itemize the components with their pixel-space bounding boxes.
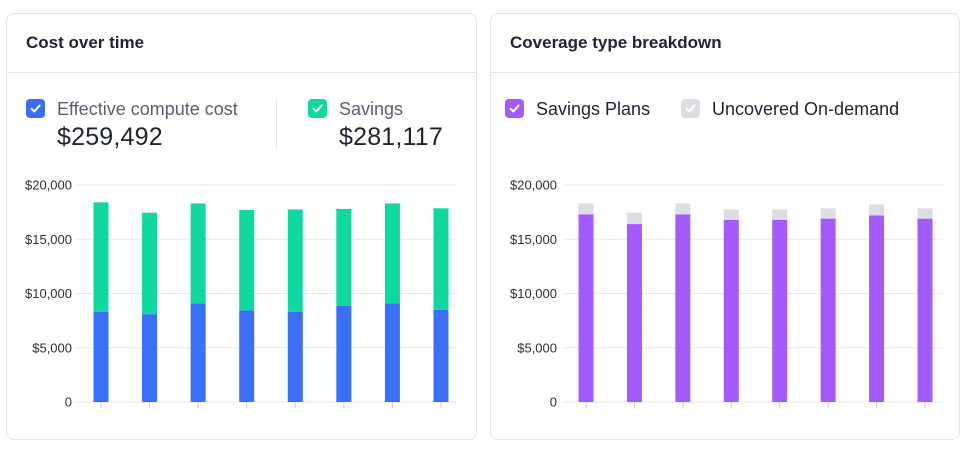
bar-segment[interactable] (384, 303, 400, 402)
legend-uncovered-on-demand[interactable]: Uncovered On-demand (681, 98, 899, 120)
bar-segment[interactable] (869, 204, 885, 216)
check-icon[interactable] (505, 99, 524, 118)
cost-over-time-chart: $20,000 $15,000 $10,000 $5,000 0 (25, 178, 456, 410)
bar-segment[interactable] (336, 208, 352, 306)
bar-segment[interactable] (93, 311, 109, 402)
legend-value: $281,117 (339, 123, 444, 151)
y-tick-label: $20,000 (25, 178, 72, 193)
bar-segment[interactable] (917, 208, 933, 219)
y-tick-label: $15,000 (510, 232, 557, 247)
legend-divider (276, 99, 277, 149)
bar-segment[interactable] (142, 314, 158, 402)
bar-segment[interactable] (190, 303, 206, 402)
y-tick-label: $5,000 (517, 340, 557, 355)
y-tick-label: 0 (65, 395, 72, 410)
bar-segment[interactable] (675, 214, 691, 402)
cost-card-title: Cost over time (26, 33, 145, 52)
y-tick-label: $10,000 (510, 286, 557, 301)
coverage-card-title: Coverage type breakdown (510, 33, 722, 52)
bar-segment[interactable] (93, 202, 109, 312)
bar-segment[interactable] (626, 212, 642, 225)
bar-segment[interactable] (239, 310, 255, 402)
bar-segment[interactable] (772, 219, 788, 402)
legend-effective-compute-cost[interactable]: Effective compute cost $259,492 (26, 98, 238, 151)
check-icon[interactable] (681, 99, 700, 118)
coverage-card-header: Coverage type breakdown (491, 14, 959, 73)
bar-segment[interactable] (723, 219, 739, 402)
bar-segment[interactable] (287, 209, 303, 312)
legend-label: Savings Plans (536, 99, 651, 119)
bar-segment[interactable] (869, 215, 885, 402)
bar-segment[interactable] (287, 311, 303, 402)
coverage-breakdown-card: Coverage type breakdown Savings Plans Un… (490, 13, 960, 440)
y-tick-label: $20,000 (510, 178, 557, 193)
legend-label: Uncovered On-demand (712, 99, 900, 119)
legend-label: Savings (339, 99, 404, 119)
bar-segment[interactable] (384, 203, 400, 304)
bar-segment[interactable] (190, 203, 206, 304)
legend-savings-plans[interactable]: Savings Plans (505, 98, 650, 120)
legend-savings[interactable]: Savings $281,117 (308, 98, 443, 151)
bar-segment[interactable] (723, 209, 739, 220)
bar-segment[interactable] (675, 203, 691, 215)
legend-value: $259,492 (57, 123, 163, 151)
y-tick-label: $10,000 (25, 286, 72, 301)
bar-segment[interactable] (433, 309, 449, 402)
cost-over-time-card: Cost over time Effective compute cost $2… (6, 13, 477, 440)
y-tick-label: $5,000 (32, 340, 72, 355)
check-icon[interactable] (26, 99, 45, 118)
coverage-breakdown-chart: $20,000 $15,000 $10,000 $5,000 0 (510, 178, 943, 410)
bar-segment[interactable] (433, 208, 449, 310)
y-tick-label: $15,000 (25, 232, 72, 247)
bar-segment[interactable] (626, 224, 642, 402)
bar-segment[interactable] (578, 214, 594, 402)
cost-card-header: Cost over time (7, 14, 476, 73)
bar-segment[interactable] (820, 208, 836, 219)
bar-segment[interactable] (142, 212, 158, 315)
bar-segment[interactable] (578, 203, 594, 215)
bar-segment[interactable] (820, 218, 836, 402)
bar-segment[interactable] (239, 209, 255, 311)
bar-segment[interactable] (336, 305, 352, 402)
bar-segment[interactable] (772, 209, 788, 220)
check-icon[interactable] (308, 99, 327, 118)
legend-label: Effective compute cost (57, 99, 238, 119)
y-tick-label: 0 (550, 395, 557, 410)
bar-segment[interactable] (917, 218, 933, 402)
